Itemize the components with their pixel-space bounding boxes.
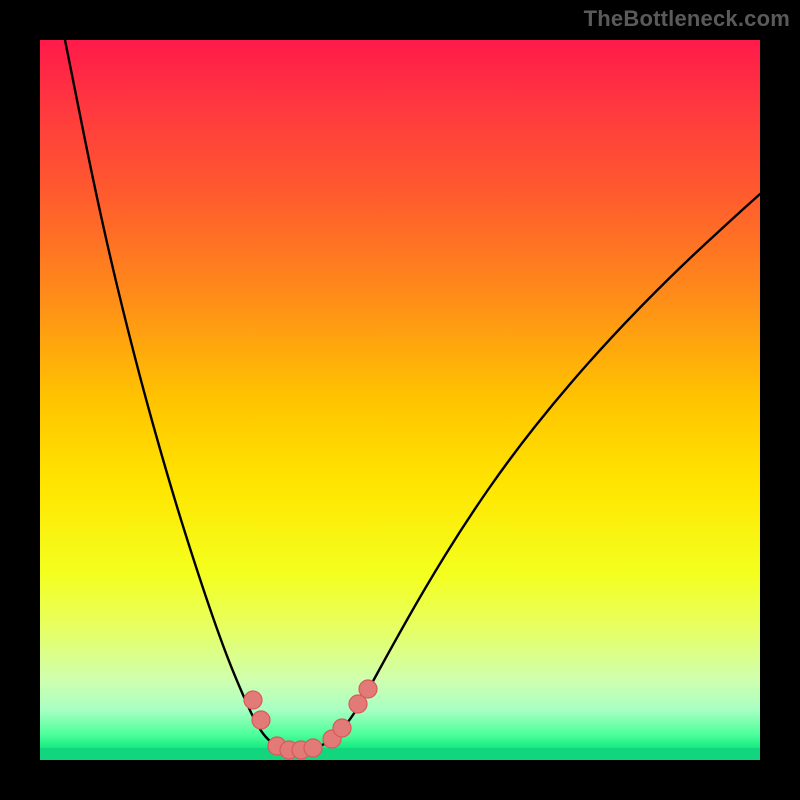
plot-svg (40, 40, 760, 760)
plot-area (40, 40, 760, 760)
marker-point (244, 691, 262, 709)
baseline-band (40, 748, 760, 760)
gradient-background (40, 40, 760, 760)
watermark-text: TheBottleneck.com (584, 6, 790, 32)
chart-frame: TheBottleneck.com (0, 0, 800, 800)
marker-point (252, 711, 270, 729)
marker-point (359, 680, 377, 698)
marker-point (333, 719, 351, 737)
marker-point (304, 739, 322, 757)
